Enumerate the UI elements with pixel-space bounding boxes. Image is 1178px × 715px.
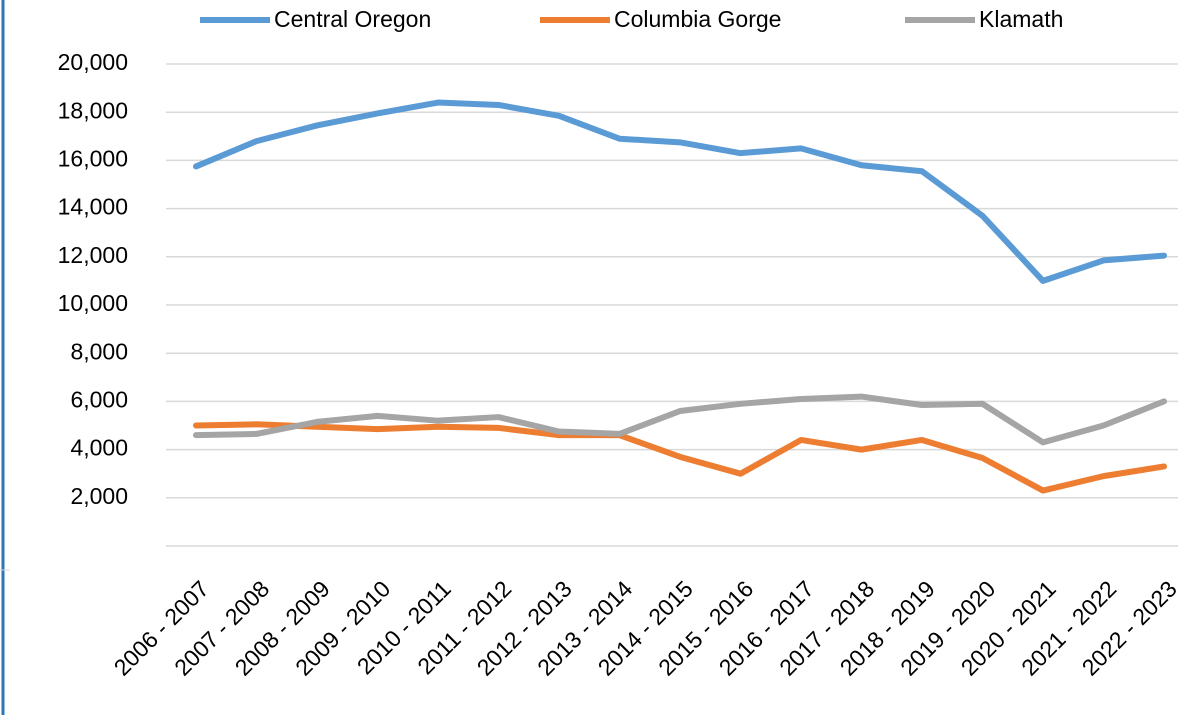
y-tick-label: 12,000 — [58, 242, 128, 268]
series-line — [193, 99, 1167, 284]
y-tick-label: 6,000 — [70, 386, 128, 412]
series-line — [193, 421, 1167, 494]
y-tick-label: 16,000 — [58, 145, 128, 171]
legend-label: Columbia Gorge — [614, 6, 781, 32]
y-tick-label: 14,000 — [58, 194, 128, 220]
y-tick-label: 20,000 — [58, 49, 128, 75]
y-tick-label: 8,000 — [70, 338, 128, 364]
series-line — [193, 393, 1167, 446]
legend-label: Klamath — [979, 6, 1063, 32]
y-tick-label: 2,000 — [70, 483, 128, 509]
y-tick-label: 4,000 — [70, 435, 128, 461]
legend-label: Central Oregon — [274, 6, 431, 32]
y-tick-label: 10,000 — [58, 290, 128, 316]
y-tick-label: 18,000 — [58, 97, 128, 123]
